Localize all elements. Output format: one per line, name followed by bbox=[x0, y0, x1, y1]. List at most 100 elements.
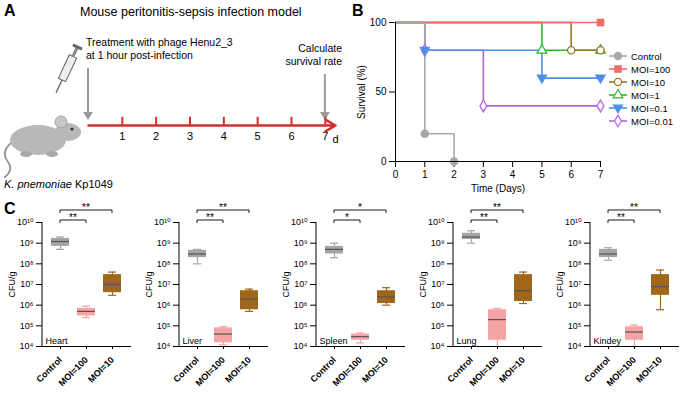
svg-text:10⁷: 10⁷ bbox=[431, 279, 444, 289]
svg-text:10⁶: 10⁶ bbox=[431, 300, 445, 310]
svg-text:4: 4 bbox=[221, 130, 227, 142]
svg-text:MOI=10: MOI=10 bbox=[631, 77, 665, 88]
svg-text:Control: Control bbox=[171, 354, 201, 385]
svg-text:**: ** bbox=[219, 202, 227, 213]
svg-text:10⁵: 10⁵ bbox=[157, 321, 171, 331]
svg-text:6: 6 bbox=[568, 169, 574, 180]
svg-text:100: 100 bbox=[370, 17, 387, 28]
svg-text:MOI=100: MOI=100 bbox=[331, 355, 364, 388]
svg-text:1: 1 bbox=[119, 130, 125, 142]
svg-text:CFU/g: CFU/g bbox=[144, 271, 154, 297]
svg-text:10¹⁰: 10¹⁰ bbox=[291, 217, 308, 227]
svg-text:MOI=100: MOI=100 bbox=[57, 355, 90, 388]
svg-text:1: 1 bbox=[422, 169, 428, 180]
svg-text:10⁵: 10⁵ bbox=[568, 321, 582, 331]
svg-text:Calculatesurvival rate: Calculatesurvival rate bbox=[285, 42, 342, 67]
svg-text:10⁹: 10⁹ bbox=[568, 238, 582, 248]
svg-text:*: * bbox=[358, 202, 362, 213]
svg-text:C: C bbox=[4, 200, 16, 217]
svg-text:B: B bbox=[352, 2, 364, 19]
svg-text:10⁹: 10⁹ bbox=[157, 238, 171, 248]
svg-text:10⁵: 10⁵ bbox=[20, 321, 34, 331]
svg-text:MOI=100: MOI=100 bbox=[605, 355, 638, 388]
svg-text:Control: Control bbox=[631, 51, 662, 62]
svg-text:CFU/g: CFU/g bbox=[7, 271, 17, 297]
svg-text:MOI=0.01: MOI=0.01 bbox=[631, 116, 673, 127]
svg-text:10¹⁰: 10¹⁰ bbox=[428, 217, 445, 227]
svg-text:CFU/g: CFU/g bbox=[281, 271, 291, 297]
svg-text:MOI=10: MOI=10 bbox=[360, 355, 390, 385]
svg-text:**: ** bbox=[480, 212, 488, 223]
svg-text:**: ** bbox=[82, 202, 90, 213]
svg-text:10⁶: 10⁶ bbox=[157, 300, 171, 310]
svg-text:10⁸: 10⁸ bbox=[157, 259, 171, 269]
svg-text:10⁷: 10⁷ bbox=[294, 279, 307, 289]
svg-text:Survival (%): Survival (%) bbox=[356, 65, 367, 119]
svg-text:10⁴: 10⁴ bbox=[20, 341, 34, 351]
svg-text:10⁹: 10⁹ bbox=[431, 238, 445, 248]
svg-text:10⁸: 10⁸ bbox=[294, 259, 308, 269]
svg-text:MOI=10: MOI=10 bbox=[86, 355, 116, 385]
svg-text:4: 4 bbox=[510, 169, 516, 180]
svg-text:10⁴: 10⁴ bbox=[568, 341, 582, 351]
svg-text:Heart: Heart bbox=[46, 336, 69, 346]
svg-text:MOI=10: MOI=10 bbox=[634, 355, 664, 385]
svg-text:CFU/g: CFU/g bbox=[555, 271, 565, 297]
svg-text:10¹⁰: 10¹⁰ bbox=[154, 217, 171, 227]
svg-text:**: ** bbox=[206, 212, 214, 223]
svg-text:10⁸: 10⁸ bbox=[20, 259, 34, 269]
svg-text:10⁶: 10⁶ bbox=[20, 300, 34, 310]
svg-text:MOI=10: MOI=10 bbox=[223, 355, 253, 385]
svg-text:Time (Days): Time (Days) bbox=[471, 183, 525, 194]
svg-text:0: 0 bbox=[381, 156, 387, 167]
svg-text:10⁴: 10⁴ bbox=[431, 341, 445, 351]
svg-text:10⁶: 10⁶ bbox=[568, 300, 582, 310]
svg-text:7: 7 bbox=[598, 169, 604, 180]
svg-text:K. pnemoniae Kp1049: K. pnemoniae Kp1049 bbox=[4, 178, 113, 190]
svg-text:10⁵: 10⁵ bbox=[431, 321, 445, 331]
svg-text:10⁷: 10⁷ bbox=[20, 279, 33, 289]
svg-text:10⁹: 10⁹ bbox=[294, 238, 308, 248]
svg-text:2: 2 bbox=[451, 169, 457, 180]
svg-text:**: ** bbox=[493, 202, 501, 213]
svg-text:10⁵: 10⁵ bbox=[294, 321, 308, 331]
svg-text:10⁴: 10⁴ bbox=[157, 341, 171, 351]
svg-text:Mouse peritonitis-sepsis infec: Mouse peritonitis-sepsis infection model bbox=[80, 5, 302, 19]
svg-text:10⁴: 10⁴ bbox=[294, 341, 308, 351]
svg-text:Treatment with phage Henu2_3at: Treatment with phage Henu2_3at 1 hour po… bbox=[86, 36, 233, 61]
svg-text:d: d bbox=[332, 133, 338, 145]
svg-text:*: * bbox=[345, 212, 349, 223]
svg-text:**: ** bbox=[617, 212, 625, 223]
svg-text:2: 2 bbox=[153, 130, 159, 142]
svg-text:Control: Control bbox=[34, 354, 64, 385]
svg-text:Lung: Lung bbox=[457, 336, 477, 346]
svg-text:**: ** bbox=[69, 212, 77, 223]
svg-text:10¹⁰: 10¹⁰ bbox=[17, 217, 34, 227]
svg-text:MOI=10: MOI=10 bbox=[497, 355, 527, 385]
svg-text:Kindey: Kindey bbox=[594, 336, 622, 346]
svg-text:10⁶: 10⁶ bbox=[294, 300, 308, 310]
svg-text:10⁹: 10⁹ bbox=[20, 238, 34, 248]
svg-text:10⁷: 10⁷ bbox=[568, 279, 581, 289]
svg-text:0: 0 bbox=[393, 169, 399, 180]
svg-text:3: 3 bbox=[481, 169, 487, 180]
svg-text:MOI=1: MOI=1 bbox=[631, 90, 660, 101]
svg-text:A: A bbox=[4, 2, 16, 19]
svg-text:5: 5 bbox=[255, 130, 261, 142]
svg-text:MOI=100: MOI=100 bbox=[194, 355, 227, 388]
svg-text:CFU/g: CFU/g bbox=[418, 271, 428, 297]
svg-text:3: 3 bbox=[187, 130, 193, 142]
svg-text:10⁸: 10⁸ bbox=[431, 259, 445, 269]
svg-text:10⁷: 10⁷ bbox=[157, 279, 170, 289]
svg-text:5: 5 bbox=[539, 169, 545, 180]
svg-text:MOI=0.1: MOI=0.1 bbox=[631, 103, 668, 114]
svg-text:**: ** bbox=[630, 202, 638, 213]
svg-text:Spleen: Spleen bbox=[320, 336, 348, 346]
svg-text:Liver: Liver bbox=[183, 336, 203, 346]
svg-text:50: 50 bbox=[375, 86, 387, 97]
svg-text:MOI=100: MOI=100 bbox=[468, 355, 501, 388]
svg-text:6: 6 bbox=[288, 130, 294, 142]
svg-text:MOI=100: MOI=100 bbox=[631, 64, 670, 75]
svg-text:10¹⁰: 10¹⁰ bbox=[565, 217, 582, 227]
svg-text:10⁸: 10⁸ bbox=[568, 259, 582, 269]
